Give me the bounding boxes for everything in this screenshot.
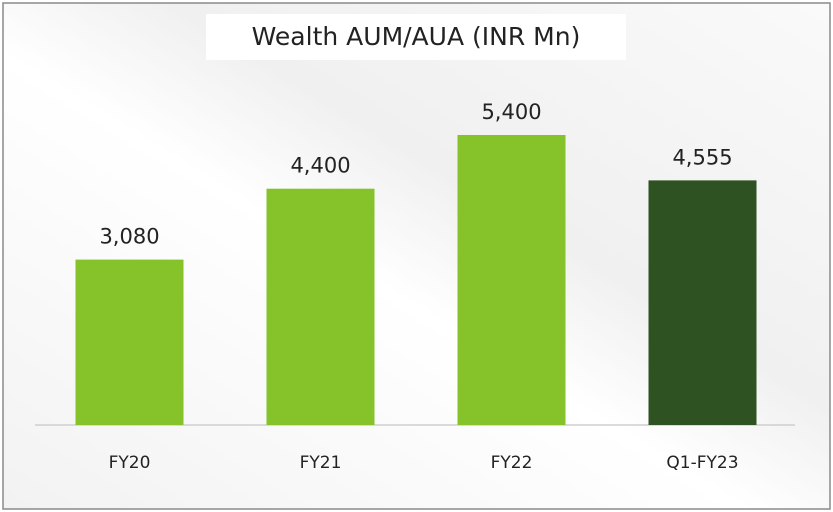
- x-tick-label: FY20: [109, 453, 151, 473]
- bar: [648, 180, 757, 425]
- x-tick-label: FY22: [491, 453, 533, 473]
- value-label: 5,400: [481, 100, 541, 124]
- bar: [457, 135, 566, 425]
- x-tick-label: Q1-FY23: [666, 453, 738, 473]
- x-tick-label: FY21: [300, 453, 342, 473]
- value-label: 4,400: [290, 154, 350, 178]
- title-box: [206, 14, 626, 60]
- value-label: 4,555: [672, 145, 732, 169]
- value-label: 3,080: [99, 225, 159, 249]
- chart-title: Wealth AUM/AUA (INR Mn): [252, 22, 581, 51]
- bar: [266, 188, 375, 425]
- bar: [75, 259, 184, 425]
